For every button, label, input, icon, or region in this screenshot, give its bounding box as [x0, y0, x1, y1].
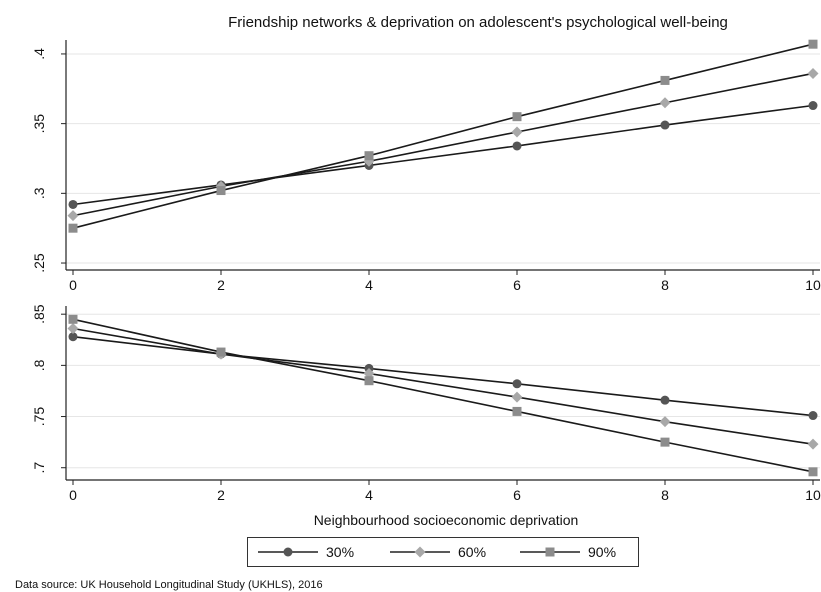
point-90-4 — [660, 75, 670, 85]
panel-1: .25 .3 .35 .4 0 2 4 6 8 10 — [31, 39, 821, 293]
series-line-60 — [72, 72, 814, 217]
x-tick-label-5: 10 — [805, 487, 821, 503]
x-tick-label-3: 6 — [513, 277, 521, 293]
y-tick-label-0: .25 — [31, 253, 47, 273]
point-30-3 — [512, 379, 522, 389]
x-tick-label-4: 8 — [661, 277, 669, 293]
y-tick-label-1: .3 — [31, 187, 47, 199]
point-90-5 — [808, 467, 818, 477]
y-tick-label-1: .75 — [31, 407, 47, 427]
x-tick-label-1: 2 — [217, 277, 225, 293]
legend-marker-circle — [258, 547, 318, 557]
point-90-3 — [512, 406, 522, 416]
y-tick-label-3: .4 — [31, 48, 47, 60]
point-60-4 — [659, 97, 671, 109]
x-axis-label: Neighbourhood socioeconomic deprivation — [314, 512, 579, 528]
chart-title: Friendship networks & deprivation on ado… — [228, 14, 728, 31]
x-tick-label-4: 8 — [661, 487, 669, 503]
data-source-note: Data source: UK Household Longitudinal S… — [15, 579, 323, 591]
legend-label-60: 60% — [458, 544, 487, 560]
point-30-3 — [512, 141, 522, 151]
x-tick-label-1: 2 — [217, 487, 225, 503]
point-30-5 — [808, 411, 818, 421]
panel-2: .7 .75 .8 .85 0 2 4 6 8 10 — [31, 304, 821, 503]
point-90-0 — [68, 314, 78, 324]
point-60-0 — [67, 210, 79, 222]
point-30-4 — [660, 120, 670, 130]
x-tick-label-0: 0 — [69, 277, 77, 293]
point-90-4 — [660, 437, 670, 447]
point-30-5 — [808, 101, 818, 111]
legend-marker-diamond — [390, 546, 450, 558]
x-tick-label-3: 6 — [513, 487, 521, 503]
series-line-30 — [72, 104, 814, 206]
y-tick-label-3: .85 — [31, 304, 47, 324]
series-line-90 — [72, 318, 814, 473]
legend: 30% 60% 90% — [247, 537, 639, 567]
series-line-60 — [72, 327, 814, 445]
point-90-1 — [216, 347, 226, 357]
point-90-1 — [216, 186, 226, 196]
y-tick-label-0: .7 — [31, 462, 47, 474]
point-60-3 — [511, 126, 523, 138]
y-tick-label-2: .8 — [31, 359, 47, 371]
legend-label-90: 90% — [588, 544, 617, 560]
x-tick-label-0: 0 — [69, 487, 77, 503]
point-60-5 — [807, 438, 819, 450]
series-line-90 — [72, 43, 814, 229]
series-line-30 — [72, 335, 814, 417]
point-90-0 — [68, 223, 78, 233]
point-60-4 — [659, 416, 671, 428]
point-30-4 — [660, 395, 670, 405]
point-90-2 — [364, 376, 374, 386]
point-60-3 — [511, 391, 523, 403]
point-30-0 — [68, 199, 78, 209]
x-tick-label-2: 4 — [365, 487, 373, 503]
x-tick-label-5: 10 — [805, 277, 821, 293]
point-90-2 — [364, 151, 374, 161]
point-60-0 — [67, 323, 79, 335]
legend-label-30: 30% — [326, 544, 355, 560]
point-90-5 — [808, 39, 818, 49]
x-tick-label-2: 4 — [365, 277, 373, 293]
point-60-5 — [807, 67, 819, 79]
y-tick-label-2: .35 — [31, 114, 47, 134]
point-30-0 — [68, 332, 78, 342]
legend-marker-square — [520, 547, 580, 557]
point-90-3 — [512, 112, 522, 122]
